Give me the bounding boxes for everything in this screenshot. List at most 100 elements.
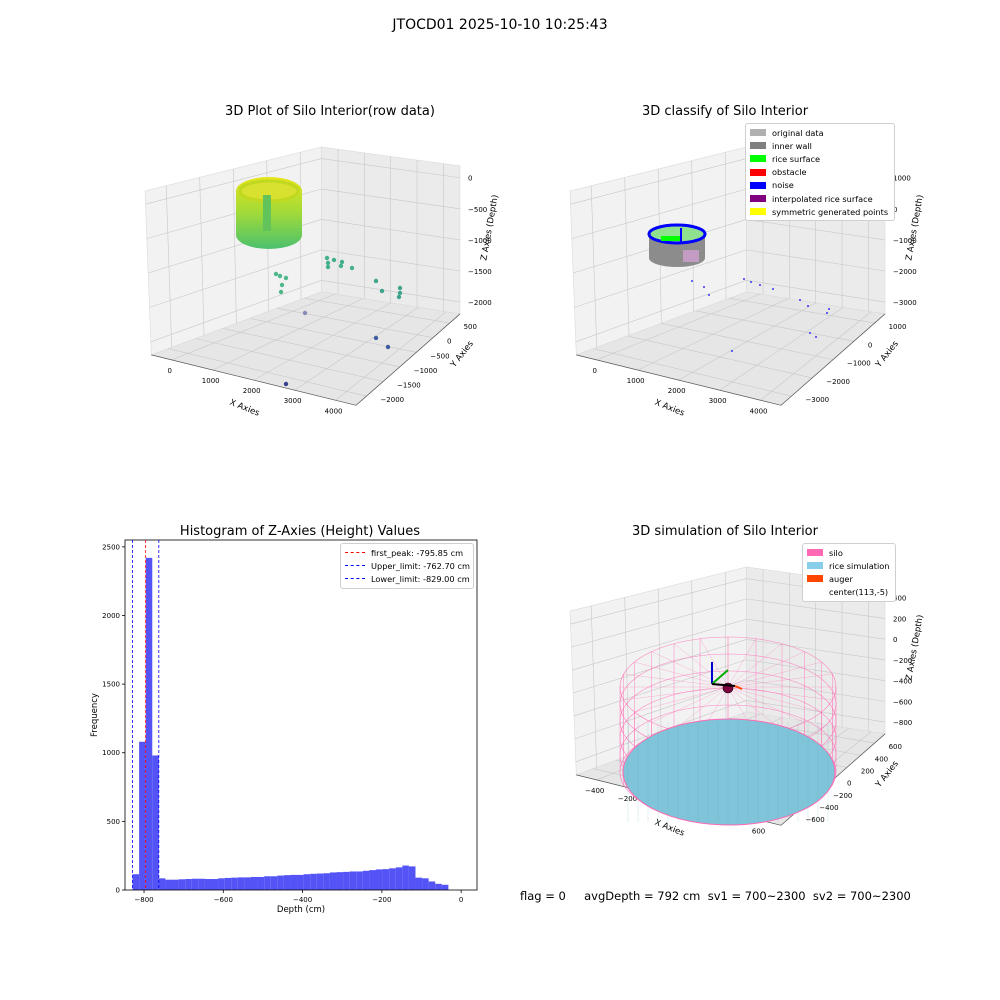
- histogram-bar: [428, 881, 436, 890]
- histogram-bar: [323, 873, 330, 890]
- legend-label: Lower_limit: -829.00 cm: [371, 573, 470, 584]
- legend-swatch: [807, 549, 823, 557]
- histogram-bar: [435, 883, 442, 890]
- z-grid-line: [746, 598, 886, 619]
- histogram-bar: [139, 741, 146, 890]
- z-grid-line: [321, 219, 461, 241]
- histogram-bar: [244, 877, 251, 890]
- silo-wire: [623, 686, 729, 701]
- x-grid-line: [212, 298, 364, 371]
- legend-entry: Upper_limit: -762.70 cm: [345, 559, 470, 572]
- legend-line-sample: [345, 578, 365, 580]
- raw-data-point: [325, 264, 331, 270]
- noise-point: [809, 332, 811, 334]
- z-grid-line: [575, 280, 747, 343]
- silo-wire: [651, 686, 729, 723]
- legend-entry: center(113,-5): [807, 586, 891, 599]
- x-grid-line: [294, 307, 419, 391]
- x-tick-label: 4000: [750, 407, 768, 415]
- histogram-bar: [369, 870, 376, 890]
- y-tick-label: −500: [430, 352, 449, 360]
- legend-swatch: [750, 155, 766, 163]
- legend-label: center(113,-5): [829, 587, 889, 598]
- x-grid-line: [253, 302, 391, 381]
- x-tick-label: −400: [585, 787, 604, 795]
- x-axis-label: Depth (cm): [277, 905, 325, 915]
- legend-swatch: [750, 129, 766, 137]
- y-axis-label: Y Axies: [873, 759, 901, 791]
- histogram-bar: [343, 871, 350, 890]
- y-grid-line: [627, 335, 813, 379]
- histogram-bar: [362, 870, 370, 890]
- plot2-legend: original data inner wall rice surface obsta…: [745, 123, 895, 222]
- y-tick-label: 0: [847, 780, 851, 788]
- legend-swatch: [750, 208, 766, 216]
- legend-entry: interpolated rice surface: [750, 192, 890, 205]
- y-tick-label: 200: [861, 767, 874, 775]
- histogram-bar: [204, 879, 212, 890]
- y-tick-label: −2000: [380, 396, 404, 404]
- legend-entry: rice surface: [750, 152, 890, 165]
- z-tick-label: 0: [893, 636, 897, 644]
- silo-wire: [727, 651, 805, 688]
- auger-arrow: [734, 685, 743, 690]
- legend-entry: Lower_limit: -829.00 cm: [345, 572, 470, 585]
- histogram-bar: [329, 872, 337, 890]
- silo-wire: [673, 686, 729, 731]
- y-tick-label: 1500: [102, 681, 120, 689]
- histogram-bar: [283, 875, 291, 890]
- plot-frame: [124, 539, 478, 891]
- y-tick-label: 1000: [102, 749, 120, 757]
- status-line: flag = 0 avgDepth = 792 cm sv1 = 700~230…: [520, 889, 911, 903]
- legend-swatch: [750, 181, 766, 189]
- raw-data-gap: [263, 195, 271, 231]
- x-tick-label: −800: [134, 896, 153, 904]
- raw-data-point: [283, 381, 289, 387]
- histogram-bar: [277, 875, 284, 890]
- legend-swatch: [807, 562, 823, 570]
- silo-wire: [673, 643, 729, 688]
- x-grid-line: [171, 293, 336, 361]
- histogram-bar: [310, 873, 317, 890]
- histogram-bar: [441, 884, 449, 890]
- histogram-bar: [211, 879, 219, 890]
- legend-label: inner wall: [772, 140, 812, 151]
- legend-entry: symmetric generated points: [750, 205, 890, 218]
- plot3-legend: first_peak: -795.85 cm Upper_limit: -762.…: [340, 543, 474, 589]
- z-grid-line: [321, 249, 461, 272]
- legend-swatch: [807, 575, 823, 583]
- z-tick-label: −500: [468, 206, 487, 214]
- histogram-bar: [336, 872, 344, 890]
- x-tick-label: 3000: [709, 397, 727, 405]
- z-tick-label: −400: [893, 678, 912, 686]
- histogram-bar: [231, 877, 238, 890]
- legend-entry: first_peak: -795.85 cm: [345, 546, 469, 559]
- silo-wire: [727, 661, 822, 688]
- noise-point: [815, 336, 817, 338]
- histogram-bar: [389, 868, 396, 890]
- z-axis-label: Z Axies (Depth): [904, 614, 925, 681]
- legend-line-sample: [345, 552, 365, 554]
- x-tick-label: 0: [459, 896, 463, 904]
- z-grid-line: [746, 639, 886, 661]
- z-tick-label: −1000: [468, 237, 492, 245]
- legend-label: rice surface: [772, 153, 821, 164]
- x-tick-label: 0: [168, 367, 172, 375]
- z-tick-label: −3000: [893, 299, 917, 307]
- y-tick-label: −1000: [847, 360, 871, 368]
- y-tick-label: −1500: [397, 382, 421, 390]
- z-grid-line: [746, 679, 886, 702]
- raw-data-point: [277, 273, 283, 279]
- y-tick-label: −400: [819, 804, 838, 812]
- y-tick-label: 500: [107, 818, 120, 826]
- y-tick-label: 600: [889, 743, 902, 751]
- histogram-bar: [395, 867, 403, 890]
- z-grid-line: [746, 249, 886, 272]
- y-grid-line: [661, 323, 834, 360]
- z-tick-label: 0: [893, 206, 897, 214]
- z-grid-line: [321, 158, 461, 179]
- legend-line-sample: [345, 565, 365, 567]
- legend-label: auger: [829, 573, 853, 584]
- x-tick-label: 3000: [284, 397, 302, 405]
- noise-point: [759, 284, 761, 286]
